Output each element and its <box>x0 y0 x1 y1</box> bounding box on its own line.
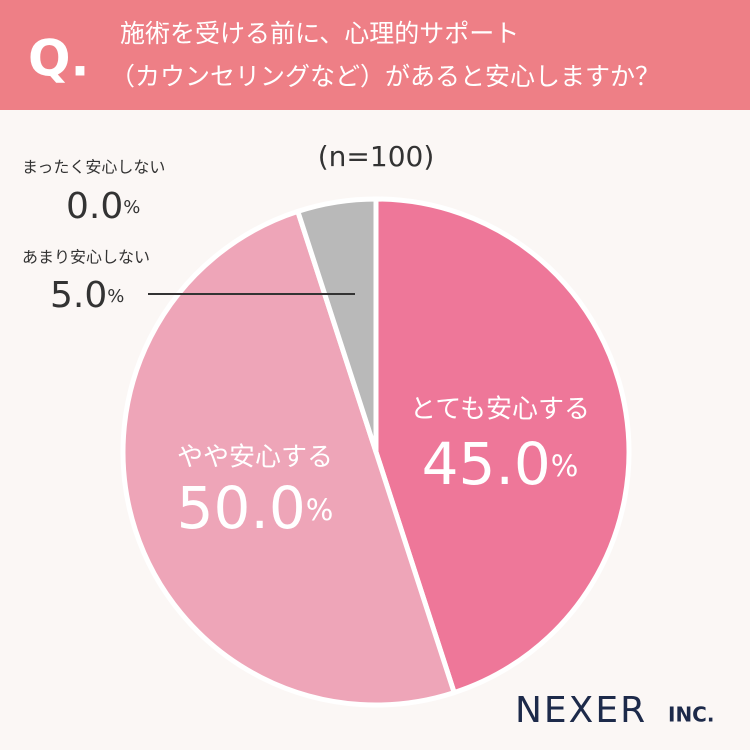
category-label: とても安心する <box>410 395 590 425</box>
header-band <box>0 0 750 110</box>
category-label: あまり安心しない <box>22 248 150 267</box>
title-line: （カウンセリングなど）があると安心しますか？ <box>110 62 660 91</box>
pie <box>120 196 632 708</box>
value-label: 45.0% <box>422 430 579 498</box>
title-line: 施術を受ける前に、心理的サポート <box>120 19 519 48</box>
question-mark: Q. <box>28 30 90 88</box>
category-label: まったく安心しない <box>22 158 165 177</box>
value-label: 5.0% <box>50 275 124 316</box>
value-label: 0.0% <box>66 186 140 227</box>
value-label: 50.0% <box>177 474 334 542</box>
pie-slice <box>373 196 632 696</box>
pie-slice <box>120 208 457 708</box>
subtitle: (n=100) <box>318 140 435 173</box>
logo: NEXER <box>515 690 647 731</box>
category-label: やや安心する <box>177 443 333 473</box>
logo-suffix: INC. <box>668 703 714 727</box>
